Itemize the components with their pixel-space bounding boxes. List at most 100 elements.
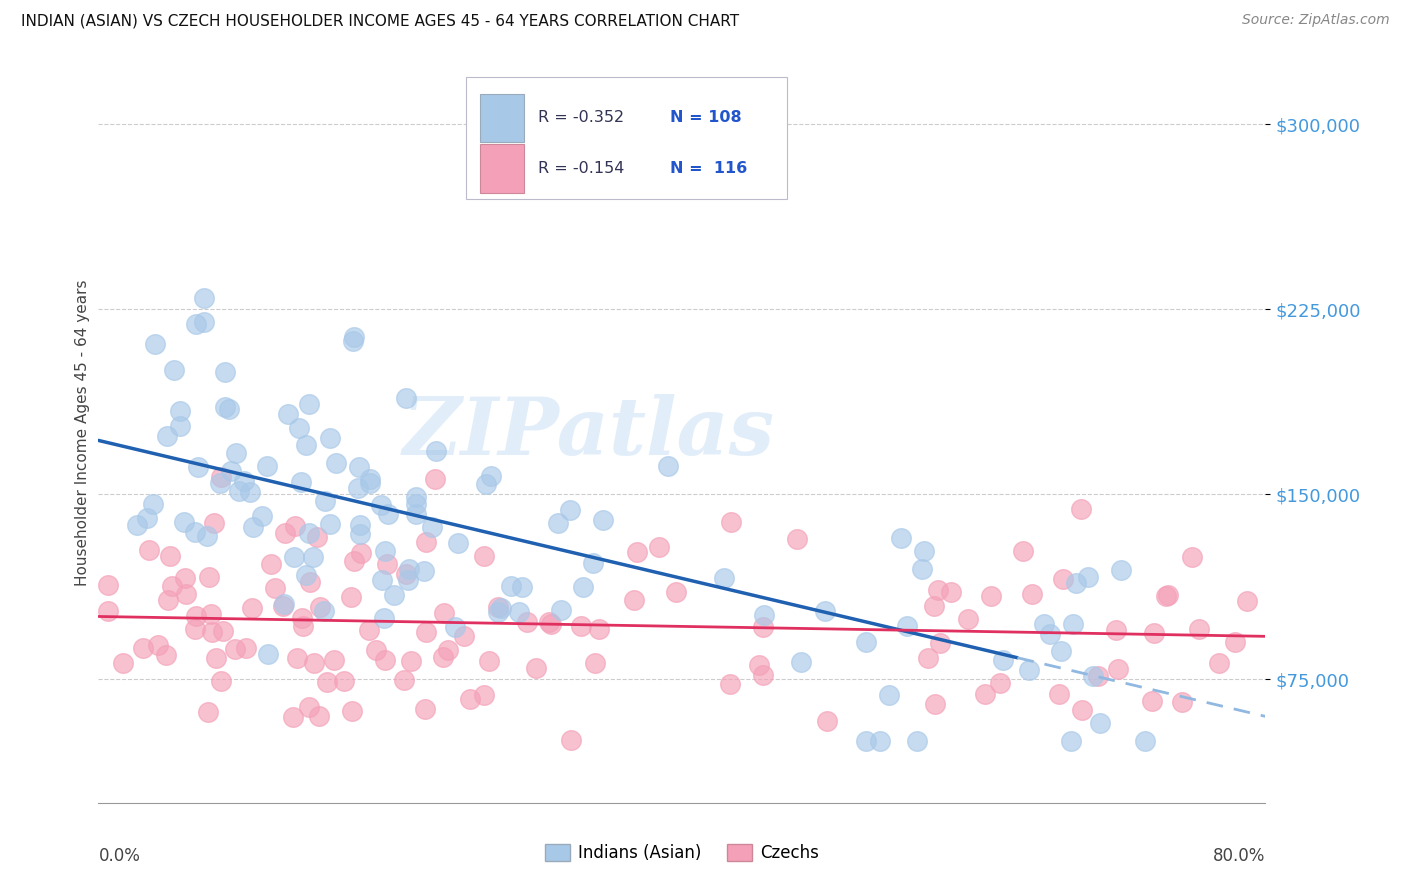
Point [398, 562, 420, 576]
Point [146, 639, 169, 653]
Point [211, 624, 233, 638]
Text: ZIPatlas: ZIPatlas [402, 394, 775, 471]
Point [479, 468, 502, 483]
Point [312, 603, 335, 617]
Point [508, 605, 530, 619]
Point [720, 515, 742, 529]
Point [472, 688, 495, 702]
Point [558, 502, 581, 516]
Point [242, 520, 264, 534]
Point [405, 497, 427, 511]
Point [924, 698, 946, 712]
Point [911, 562, 934, 576]
Point [980, 589, 1002, 603]
Point [298, 574, 321, 589]
Point [209, 674, 232, 689]
Point [425, 472, 447, 486]
Point [877, 688, 900, 702]
Text: INDIAN (ASIAN) VS CZECH HOUSEHOLDER INCOME AGES 45 - 64 YEARS CORRELATION CHART: INDIAN (ASIAN) VS CZECH HOUSEHOLDER INCO… [21, 13, 740, 29]
Point [256, 459, 278, 474]
Point [283, 549, 305, 564]
Point [319, 431, 342, 445]
Point [375, 558, 398, 572]
Point [235, 641, 257, 656]
Point [927, 583, 949, 598]
Point [405, 507, 427, 521]
Point [433, 606, 456, 620]
Point [156, 593, 179, 607]
Point [412, 564, 434, 578]
Point [752, 620, 775, 634]
Point [382, 589, 405, 603]
Point [405, 490, 427, 504]
Point [169, 418, 191, 433]
Point [340, 590, 363, 604]
Point [1039, 627, 1062, 641]
Point [447, 536, 470, 550]
Point [308, 599, 330, 614]
Legend: Indians (Asian), Czechs: Indians (Asian), Czechs [538, 837, 825, 869]
Point [1140, 694, 1163, 708]
Point [298, 699, 321, 714]
Point [413, 702, 436, 716]
Point [214, 365, 236, 379]
Point [283, 710, 305, 724]
Point [928, 636, 950, 650]
Point [665, 585, 688, 599]
Point [347, 459, 370, 474]
Point [396, 574, 419, 588]
Point [1111, 563, 1133, 577]
Point [125, 518, 148, 533]
Point [357, 623, 380, 637]
Point [343, 329, 366, 343]
Point [257, 647, 280, 661]
Point [1070, 501, 1092, 516]
Point [1090, 715, 1112, 730]
Point [1208, 656, 1230, 670]
Point [225, 445, 247, 459]
Point [173, 516, 195, 530]
Point [905, 734, 928, 748]
Point [1081, 669, 1104, 683]
Point [524, 661, 547, 675]
Point [436, 643, 458, 657]
Point [350, 546, 373, 560]
Point [917, 650, 939, 665]
Point [486, 600, 509, 615]
Point [159, 549, 181, 563]
Point [205, 651, 228, 665]
Point [1188, 622, 1211, 636]
Point [516, 615, 538, 629]
Point [1070, 703, 1092, 717]
Point [156, 429, 179, 443]
Point [359, 476, 381, 491]
Point [308, 709, 330, 723]
Point [1049, 644, 1071, 658]
Point [260, 557, 283, 571]
Point [814, 604, 837, 618]
Point [718, 677, 741, 691]
Text: 0.0%: 0.0% [98, 847, 141, 865]
Point [342, 334, 364, 349]
Point [174, 587, 197, 601]
Point [193, 315, 215, 329]
Point [415, 625, 437, 640]
Point [239, 484, 262, 499]
Point [214, 400, 236, 414]
Point [228, 484, 250, 499]
Point [295, 567, 318, 582]
Point [366, 643, 388, 657]
Point [195, 529, 218, 543]
Text: N =  116: N = 116 [671, 161, 748, 176]
Point [626, 544, 648, 558]
Point [160, 579, 183, 593]
Point [510, 581, 533, 595]
Point [302, 549, 325, 564]
Point [1077, 570, 1099, 584]
Point [922, 599, 945, 614]
Point [292, 619, 315, 633]
Point [97, 578, 120, 592]
Point [583, 656, 606, 670]
Point [187, 460, 209, 475]
Point [174, 571, 197, 585]
